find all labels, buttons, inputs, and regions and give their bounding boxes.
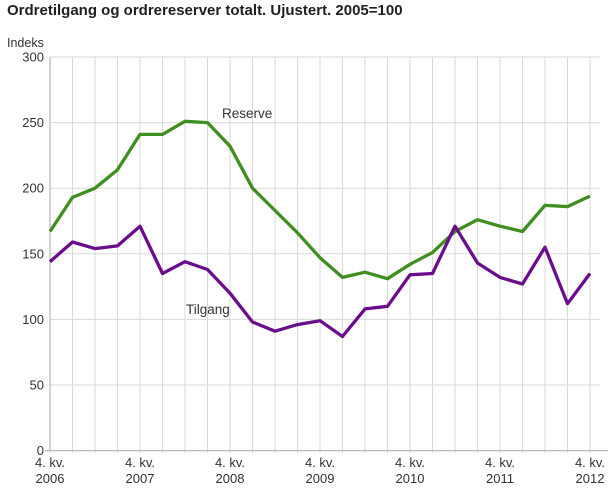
- y-tick-label: 0: [37, 443, 44, 458]
- x-tick-label: 4. kv.: [215, 455, 245, 470]
- y-tick-label: 250: [22, 115, 44, 130]
- x-tick-label: 4. kv.: [575, 455, 605, 470]
- tilgang-line: [48, 224, 592, 339]
- x-tick-label-year: 2011: [486, 471, 514, 486]
- y-tick-label: 150: [22, 246, 44, 261]
- y-tick-label: 300: [22, 50, 44, 65]
- reserve-line: [48, 119, 591, 281]
- x-tick-label: 4. kv.: [485, 455, 515, 470]
- x-tick-label: 4. kv.: [35, 455, 65, 470]
- x-tick-label-year: 2007: [126, 471, 155, 486]
- x-tick-label-year: 2012: [576, 471, 605, 486]
- y-tick-label: 100: [22, 312, 44, 327]
- x-tick-label-year: 2006: [36, 471, 65, 486]
- reserve-series-label: Reserve: [222, 106, 272, 121]
- x-tick-label-year: 2008: [216, 471, 245, 486]
- tilgang-series-label: Tilgang: [186, 302, 230, 317]
- y-tick-label: 200: [22, 181, 44, 196]
- x-tick-label: 4. kv.: [305, 455, 335, 470]
- x-tick-label-year: 2009: [306, 471, 335, 486]
- x-tick-label: 4. kv.: [395, 455, 425, 470]
- chart-title: Ordretilgang og ordrereserver totalt. Uj…: [7, 2, 403, 19]
- y-axis-title: Indeks: [7, 36, 44, 50]
- y-tick-label: 50: [30, 378, 44, 393]
- x-tick-label: 4. kv.: [125, 455, 155, 470]
- x-tick-label-year: 2010: [396, 471, 425, 486]
